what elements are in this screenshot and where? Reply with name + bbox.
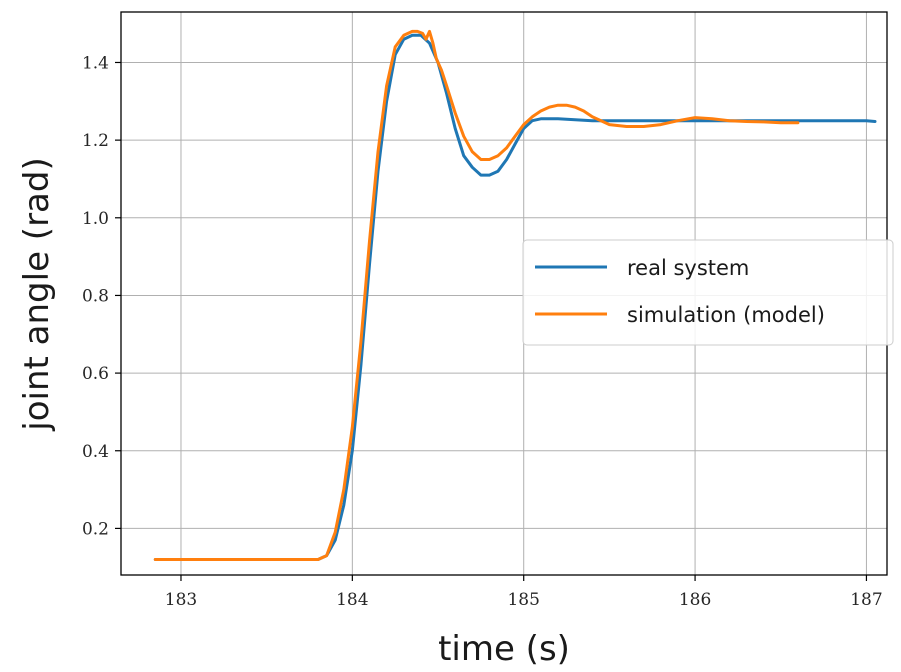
- y-tick-label: 0.6: [82, 364, 109, 384]
- y-tick-label: 0.8: [82, 286, 109, 306]
- series-lines: [153, 29, 877, 561]
- series-line-simulation-model: [153, 29, 800, 561]
- y-axis-label: joint angle (rad): [17, 157, 57, 431]
- y-tick-label: 1.4: [82, 53, 109, 73]
- x-tick-label: 186: [679, 590, 711, 610]
- y-tick-label: 0.4: [82, 442, 109, 462]
- legend-label-simulation-model: simulation (model): [627, 303, 825, 327]
- y-tick-label: 0.2: [82, 519, 109, 539]
- x-axis-label: time (s): [438, 629, 570, 669]
- y-tick-label: 1.2: [82, 131, 109, 151]
- x-tick-label: 187: [850, 590, 882, 610]
- legend-label-real-system: real system: [627, 256, 749, 280]
- x-tick-label: 185: [507, 590, 539, 610]
- legend-box: [522, 239, 894, 346]
- y-tick-label: 1.0: [82, 209, 109, 229]
- axis-ticks: 183 184 185 186 187 0.2 0.4 0.6 0.8 1.0 1.2 1.4: [82, 53, 883, 610]
- x-tick-label: 183: [165, 590, 197, 610]
- x-tick-label: 184: [336, 590, 368, 610]
- legend: real system simulation (model): [522, 239, 894, 346]
